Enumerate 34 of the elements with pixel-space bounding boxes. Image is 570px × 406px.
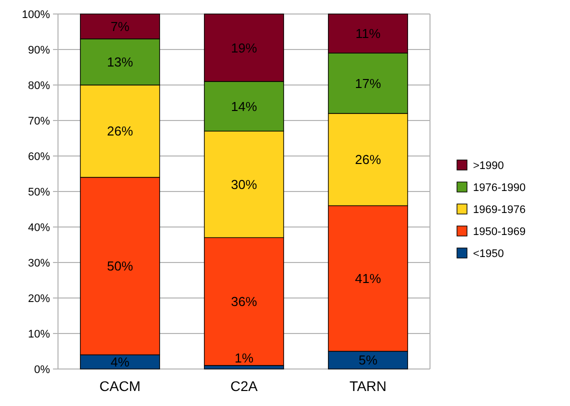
y-tick-label: 80% bbox=[28, 80, 50, 92]
y-tick-label: 70% bbox=[28, 115, 50, 128]
y-tick-label: 100% bbox=[22, 8, 50, 21]
data-label: 1% bbox=[234, 350, 254, 366]
data-label: 36% bbox=[230, 294, 258, 310]
y-tick-label: 20% bbox=[28, 292, 50, 305]
data-label: 11% bbox=[355, 26, 381, 42]
data-label: 50% bbox=[106, 258, 134, 274]
x-tick-label: CACM bbox=[99, 378, 141, 394]
data-label: 41% bbox=[354, 271, 382, 286]
data-label: 19% bbox=[230, 40, 258, 56]
y-tick-label: 10% bbox=[28, 328, 50, 340]
data-label: 26% bbox=[106, 124, 134, 139]
data-label: 4% bbox=[110, 354, 130, 370]
data-label: 13% bbox=[106, 54, 134, 70]
x-tick-label: TARN bbox=[349, 378, 387, 394]
legend-label: <1950 bbox=[473, 248, 504, 260]
legend-label: 1969-1976 bbox=[473, 204, 526, 216]
data-label: 7% bbox=[110, 18, 130, 34]
legend-label: 1976-1990 bbox=[473, 182, 526, 194]
legend-label: >1990 bbox=[473, 160, 504, 172]
y-tick-label: 30% bbox=[28, 257, 50, 270]
data-label: 14% bbox=[230, 98, 258, 114]
legend-label: 1950-1969 bbox=[473, 226, 526, 238]
data-label: 26% bbox=[354, 152, 382, 168]
data-label: 17% bbox=[354, 76, 382, 91]
x-tick-label: C2A bbox=[230, 378, 258, 394]
y-tick-label: 50% bbox=[28, 186, 50, 198]
data-label: 30% bbox=[230, 176, 258, 192]
y-tick-label: 90% bbox=[28, 44, 50, 56]
y-tick-label: 60% bbox=[28, 150, 50, 163]
data-label: 5% bbox=[358, 352, 378, 368]
y-tick-label: 0% bbox=[34, 364, 50, 376]
y-tick-label: 40% bbox=[28, 222, 50, 234]
